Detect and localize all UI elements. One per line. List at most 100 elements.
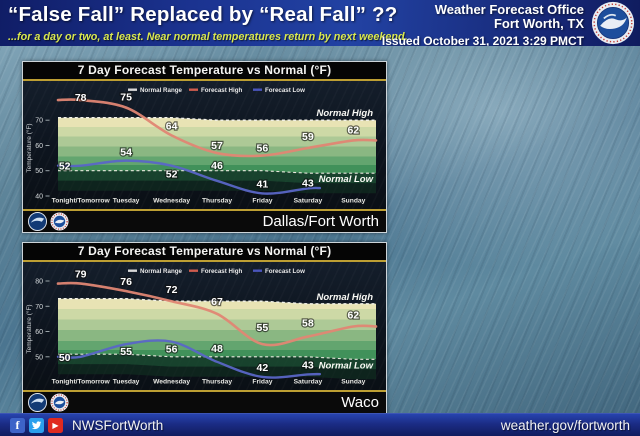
header-banner: “False Fall” Replaced by “Real Fall” ?? … bbox=[0, 0, 640, 48]
data-label: 56 bbox=[257, 143, 269, 155]
chart-legend: Normal Range Forecast High Forecast Low bbox=[128, 268, 305, 275]
youtube-icon: ▶ bbox=[48, 417, 63, 433]
data-label: 79 bbox=[75, 269, 87, 281]
location-label: Dallas/Fort Worth bbox=[262, 213, 379, 230]
issued-timestamp: Issued October 31, 2021 3:29 PMCT bbox=[381, 34, 584, 48]
forecast-low-line bbox=[56, 159, 322, 195]
data-label: 57 bbox=[211, 140, 223, 152]
forecast-high-line bbox=[56, 281, 378, 347]
data-label: 62 bbox=[347, 124, 359, 136]
forecast-high-line bbox=[56, 98, 378, 158]
svg-text:70: 70 bbox=[35, 304, 43, 311]
divider-line bbox=[23, 209, 386, 211]
data-label: 58 bbox=[302, 318, 314, 330]
data-label: 46 bbox=[211, 160, 223, 172]
svg-text:Forecast High: Forecast High bbox=[201, 87, 242, 94]
website-url: weather.gov/fortworth bbox=[500, 417, 630, 433]
chart-legend: Normal Range Forecast High Forecast Low bbox=[128, 87, 305, 94]
graphic-background: 7 Day Forecast Temperature vs Normal (°F… bbox=[0, 46, 640, 414]
svg-text:Forecast Low: Forecast Low bbox=[265, 87, 305, 94]
svg-text:Tuesday: Tuesday bbox=[113, 379, 140, 386]
data-label: 56 bbox=[166, 344, 178, 356]
noaa-logo-icon bbox=[28, 212, 47, 231]
footer-bar: f ▶ NWSFortWorth weather.gov/fortworth bbox=[0, 413, 640, 436]
svg-text:Wednesday: Wednesday bbox=[153, 379, 190, 386]
normal-low-label: Normal Low bbox=[319, 174, 374, 185]
svg-text:Saturday: Saturday bbox=[294, 379, 323, 386]
data-label: 62 bbox=[347, 310, 359, 322]
social-handle: NWSFortWorth bbox=[72, 417, 164, 433]
nws-mini-logo-icon bbox=[50, 393, 69, 412]
location-bar: Dallas/Fort Worth bbox=[23, 211, 386, 232]
svg-text:Saturday: Saturday bbox=[294, 198, 323, 205]
svg-text:70: 70 bbox=[35, 118, 43, 125]
facebook-icon: f bbox=[10, 417, 25, 433]
svg-text:Temperature (°F): Temperature (°F) bbox=[25, 304, 33, 353]
svg-text:Forecast Low: Forecast Low bbox=[265, 268, 305, 275]
data-label: 67 bbox=[211, 296, 223, 308]
normal-high-label: Normal High bbox=[317, 108, 374, 119]
normal-range-band bbox=[58, 298, 376, 380]
page-title: “False Fall” Replaced by “Real Fall” ?? bbox=[8, 3, 398, 26]
svg-text:Normal Range: Normal Range bbox=[140, 268, 183, 275]
data-label: 43 bbox=[302, 177, 314, 189]
chart-title: 7 Day Forecast Temperature vs Normal (°F… bbox=[23, 243, 386, 260]
data-label: 54 bbox=[120, 147, 132, 159]
location-bar: Waco bbox=[23, 392, 386, 413]
data-label: 76 bbox=[120, 276, 132, 288]
svg-text:60: 60 bbox=[35, 329, 43, 336]
svg-text:40: 40 bbox=[35, 194, 43, 201]
data-label: 55 bbox=[120, 346, 132, 358]
nws-mini-logo-icon bbox=[50, 212, 69, 231]
x-axis: Tonight/Tomorrow Tuesday Wednesday Thursday… bbox=[52, 198, 366, 205]
svg-text:Tonight/Tomorrow: Tonight/Tomorrow bbox=[52, 379, 111, 386]
svg-text:Thursday: Thursday bbox=[202, 379, 232, 386]
data-label: 72 bbox=[166, 284, 178, 296]
data-label: 78 bbox=[75, 92, 87, 104]
header-subtitle: ...for a day or two, at least. Near norm… bbox=[8, 31, 408, 43]
svg-text:Sunday: Sunday bbox=[341, 379, 365, 386]
data-label: 41 bbox=[257, 178, 269, 190]
data-label: 43 bbox=[302, 359, 314, 371]
data-label: 50 bbox=[59, 352, 71, 364]
data-label: 52 bbox=[59, 161, 71, 173]
data-label: 75 bbox=[120, 92, 132, 104]
chart-panel-dfw: 7 Day Forecast Temperature vs Normal (°F… bbox=[22, 61, 387, 233]
twitter-icon bbox=[29, 417, 44, 433]
data-label: 48 bbox=[211, 343, 223, 355]
svg-text:Friday: Friday bbox=[252, 379, 272, 386]
nws-seal-icon bbox=[591, 1, 635, 45]
normal-low-label: Normal Low bbox=[319, 360, 374, 371]
noaa-logo-icon bbox=[28, 393, 47, 412]
svg-text:Tuesday: Tuesday bbox=[113, 198, 140, 205]
svg-text:50: 50 bbox=[35, 354, 43, 361]
chart-panel-waco: 7 Day Forecast Temperature vs Normal (°F… bbox=[22, 242, 387, 414]
data-label: 59 bbox=[302, 131, 314, 143]
normal-high-label: Normal High bbox=[317, 292, 374, 303]
divider-line bbox=[23, 390, 386, 392]
forecast-chart-dfw: 70 60 50 40 Temperature (°F) 78 75 64 57 56 59 62 52… bbox=[23, 81, 386, 209]
svg-text:80: 80 bbox=[35, 279, 43, 286]
svg-text:Normal Range: Normal Range bbox=[140, 87, 183, 94]
chart-title: 7 Day Forecast Temperature vs Normal (°F… bbox=[23, 62, 386, 79]
divider-line bbox=[23, 79, 386, 81]
svg-text:Sunday: Sunday bbox=[341, 198, 365, 205]
y-axis: 70 60 50 40 Temperature (°F) bbox=[25, 118, 50, 201]
svg-text:50: 50 bbox=[35, 168, 43, 175]
data-label: 42 bbox=[257, 362, 269, 374]
office-name-line2: Fort Worth, TX bbox=[493, 16, 584, 31]
office-name-line1: Weather Forecast Office bbox=[434, 2, 584, 17]
svg-text:60: 60 bbox=[35, 143, 43, 150]
x-axis: Tonight/Tomorrow Tuesday Wednesday Thursday… bbox=[52, 379, 366, 386]
forecast-low-line bbox=[56, 339, 322, 379]
svg-text:Thursday: Thursday bbox=[202, 198, 232, 205]
svg-text:Wednesday: Wednesday bbox=[153, 198, 190, 205]
data-label: 52 bbox=[166, 169, 178, 181]
data-label: 64 bbox=[166, 120, 178, 132]
location-label: Waco bbox=[341, 394, 379, 411]
data-label: 55 bbox=[257, 322, 269, 334]
svg-text:Forecast High: Forecast High bbox=[201, 268, 242, 275]
divider-line bbox=[23, 260, 386, 262]
